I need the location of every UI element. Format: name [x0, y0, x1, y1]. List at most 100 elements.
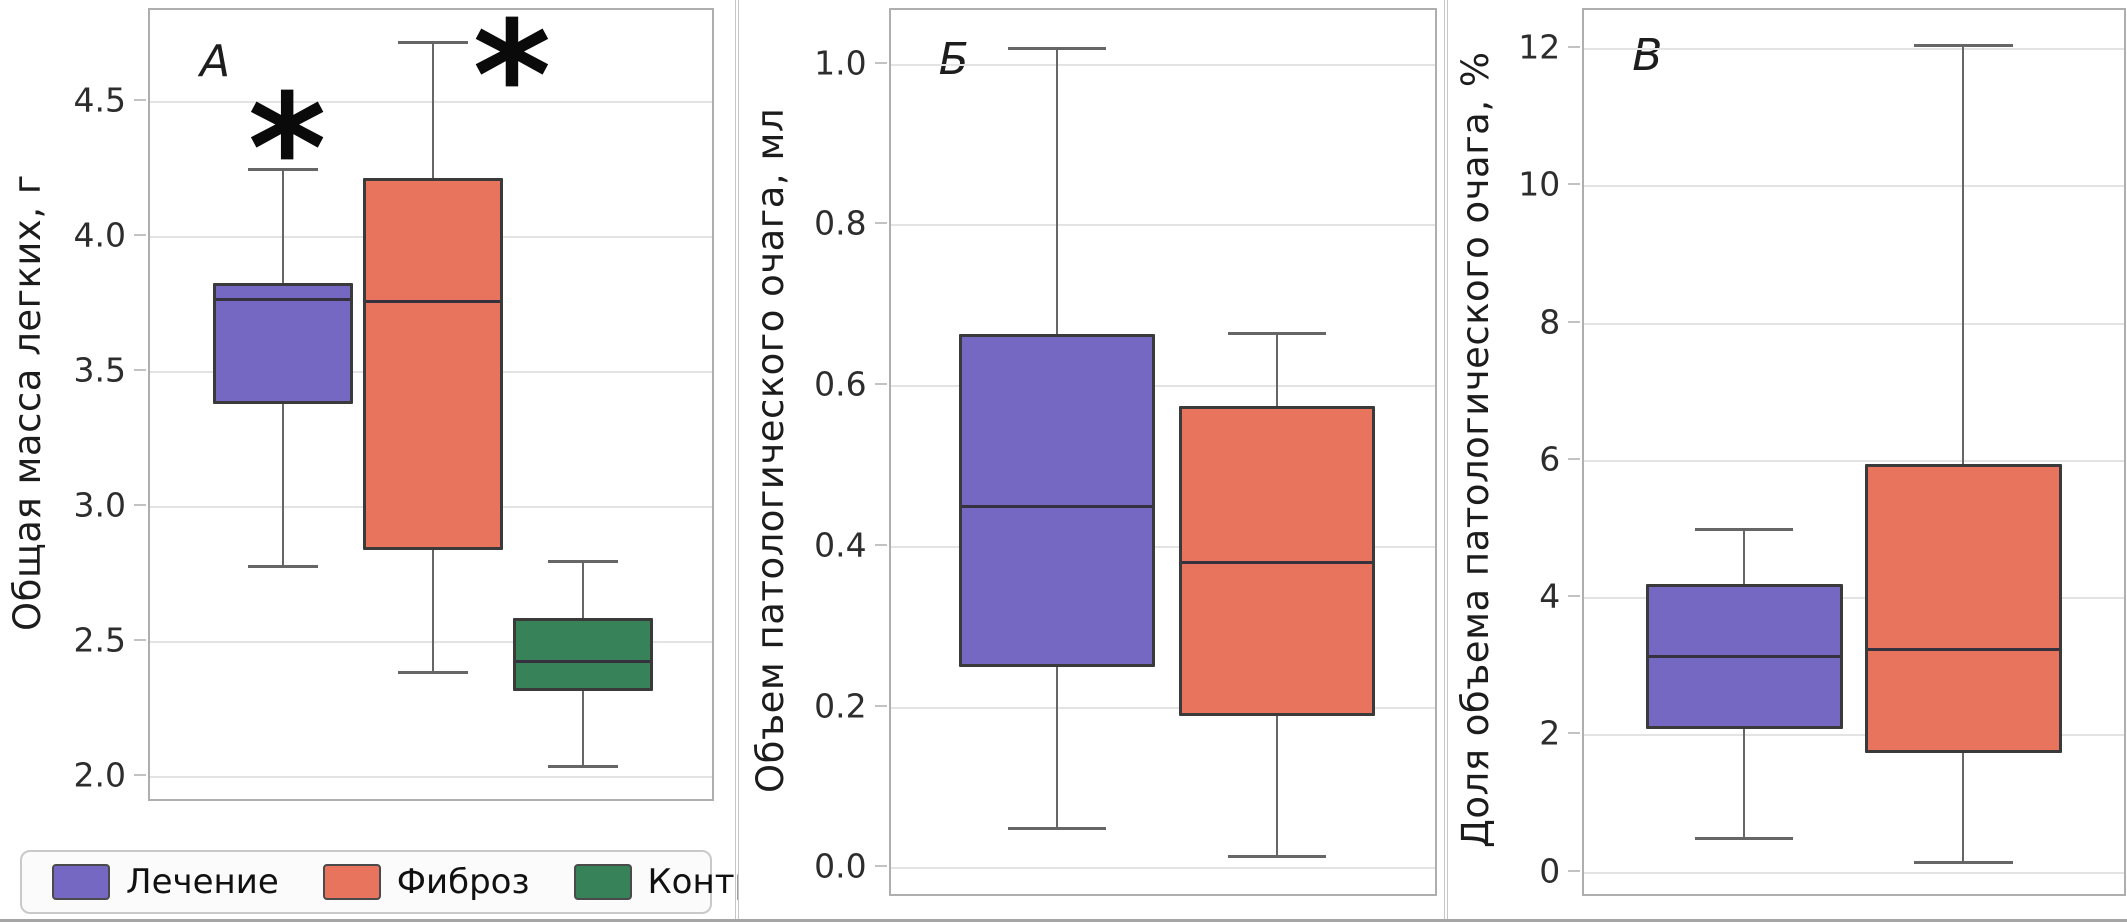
y-tick-label: 0.8 [814, 203, 867, 243]
tick-mark [1568, 457, 1581, 460]
whisker-cap [1914, 44, 2013, 48]
gridline [1584, 734, 2125, 737]
y-tick-label: 3.0 [73, 485, 126, 525]
tick-mark [874, 704, 887, 707]
tick-mark [1568, 320, 1581, 323]
legend-label-treatment: Лечение [126, 862, 279, 902]
legend-swatch-control [573, 864, 632, 900]
tick-mark [1568, 732, 1581, 735]
gridline [1584, 459, 2125, 462]
whisker-cap [397, 40, 468, 44]
y-tick-label: 0.2 [814, 686, 867, 726]
y-tick-label: 0.4 [814, 525, 867, 565]
tick-mark [134, 639, 146, 642]
legend-swatch-fibrosis [322, 864, 381, 900]
y-tick-label: 2 [1539, 713, 1561, 753]
whisker-cap [547, 559, 618, 563]
legend-label-fibrosis: Фиброз [396, 862, 530, 902]
legend-swatch-treatment [52, 864, 110, 900]
box-Лечение [958, 333, 1155, 668]
median-line [216, 297, 351, 301]
tick-mark [1568, 183, 1581, 186]
gridline [890, 867, 1435, 870]
plot-area-b: Б [888, 8, 1437, 896]
gridline [1584, 597, 2125, 600]
significance-asterisk: * [472, 0, 552, 165]
tick-mark [1568, 869, 1581, 872]
gridline [150, 100, 712, 103]
gridline [890, 706, 1435, 709]
whisker-cap [1228, 332, 1327, 336]
whisker-cap [248, 565, 319, 569]
figure-bottom-rule [0, 919, 2127, 922]
box-Лечение [213, 282, 354, 405]
y-tick-label: 4.5 [73, 80, 126, 120]
whisker-cap [1007, 47, 1106, 51]
y-tick-label: 10 [1518, 164, 1561, 204]
tick-mark [134, 369, 146, 372]
y-tick-label: 6 [1539, 439, 1561, 479]
panel-a: Общая масса легких, г А * * Лечение Фибро… [0, 0, 819, 922]
box-Фиброз [1864, 464, 2062, 753]
y-tick-label: 0 [1539, 851, 1561, 891]
y-tick-label: 1.0 [814, 43, 867, 83]
median-line [365, 300, 500, 304]
tick-mark [1568, 595, 1581, 598]
whisker-cap [1228, 854, 1327, 858]
y-tick-label: 4.0 [73, 215, 126, 255]
tick-mark [874, 865, 887, 868]
tick-mark [134, 233, 146, 236]
plot-area-a: А * * [148, 2, 714, 801]
y-tick-label: 8 [1539, 302, 1561, 342]
gridline [150, 776, 712, 779]
median-line [1867, 648, 2059, 652]
panel-letter-b: Б [938, 34, 969, 85]
tick-mark [874, 61, 887, 64]
y-tick-label: 0.0 [814, 846, 867, 886]
gridline [1584, 185, 2125, 188]
y-tick-label: 12 [1518, 27, 1561, 67]
whisker-cap [397, 670, 468, 674]
gridline [1584, 322, 2125, 325]
whisker-cap [248, 167, 319, 171]
y-tick-label: 2.5 [73, 620, 126, 660]
tick-mark [874, 383, 887, 386]
y-axis-label-a: Общая масса легких, г [6, 174, 49, 631]
tick-mark [874, 222, 887, 225]
whisker-cap [1007, 826, 1106, 830]
legend-item-fibrosis: Фиброз [322, 862, 530, 902]
gridline [1584, 871, 2125, 874]
whisker-cap [1914, 860, 2013, 864]
legend: Лечение Фиброз Контроль [20, 850, 819, 914]
gridline [150, 641, 712, 644]
y-tick-label: 3.5 [73, 350, 126, 390]
median-line [1648, 655, 1840, 659]
gridline [890, 63, 1435, 66]
whisker-line [1962, 45, 1965, 863]
y-tick-label: 0.6 [814, 364, 867, 404]
y-axis-label-b: Объем патологического очага, мл [748, 107, 792, 793]
gridline [890, 545, 1435, 548]
gridline [890, 224, 1435, 227]
tick-mark [1568, 46, 1581, 49]
panel-letter-a: А [200, 36, 231, 87]
whisker-cap [1694, 528, 1794, 532]
y-tick-label: 2.0 [73, 755, 126, 795]
box-Контроль [512, 617, 653, 691]
gridline [890, 385, 1435, 388]
gridline [1584, 48, 2125, 51]
tick-mark [874, 543, 887, 546]
significance-asterisk: * [247, 63, 327, 238]
whisker-cap [547, 765, 618, 769]
y-tick-label: 4 [1539, 576, 1561, 616]
whisker-cap [1694, 836, 1794, 840]
box-Фиброз [1179, 406, 1376, 716]
tick-mark [134, 98, 146, 101]
tick-mark [134, 774, 146, 777]
panel-v: Доля объема патологического очага, % В 1… [1447, 0, 2127, 922]
panel-b: Объем патологического очага, мл Б 1.0 0.8… [737, 0, 1446, 922]
box-Фиброз [362, 177, 503, 551]
tick-mark [134, 504, 146, 507]
median-line [1182, 561, 1373, 565]
